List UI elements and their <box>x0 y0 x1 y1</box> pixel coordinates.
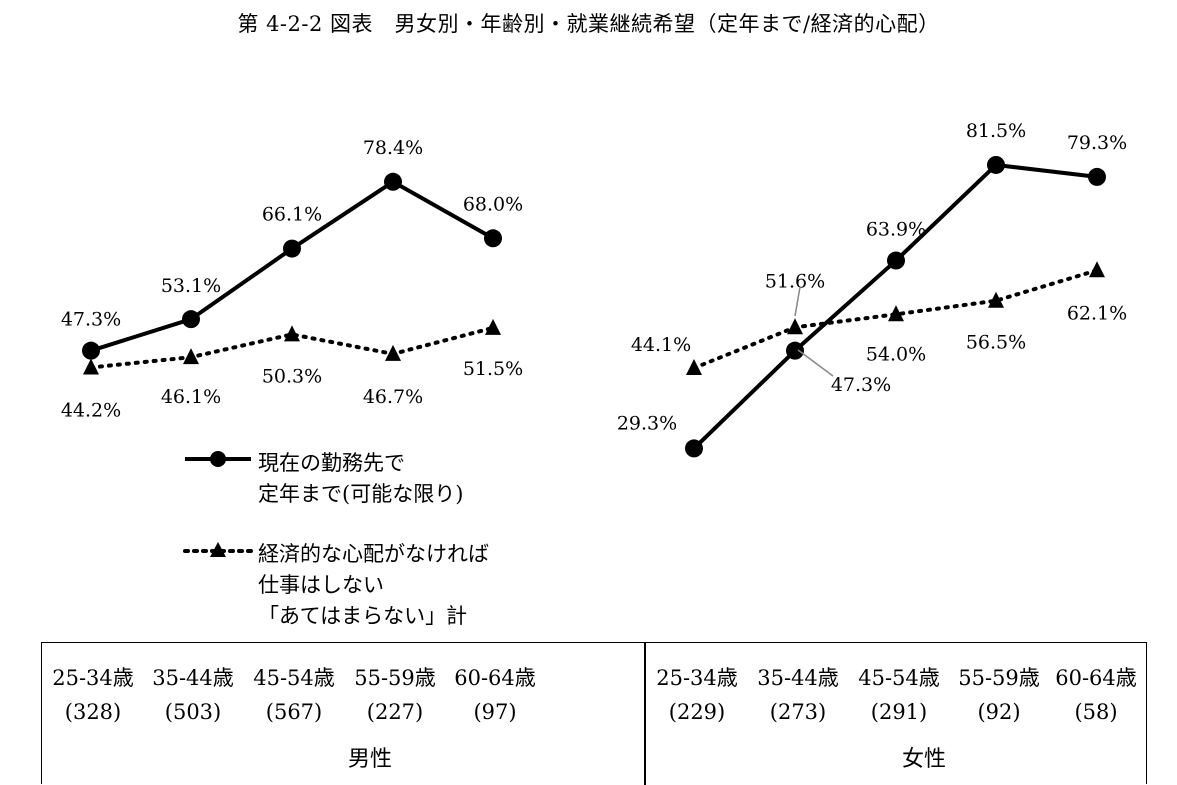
female-category-3: 55-59歳 (92) <box>948 661 1050 729</box>
male-category-0: 25-34歳 (328) <box>42 661 144 729</box>
label-leader-line <box>797 349 834 377</box>
data-label: 62.1% <box>1067 302 1127 324</box>
data-point-circle <box>283 239 301 258</box>
data-point-triangle <box>284 325 300 342</box>
category-age: 35-44歳 <box>152 666 234 690</box>
data-point-triangle <box>1089 261 1105 278</box>
data-label: 47.3% <box>831 374 891 396</box>
legend-series2-line2: 仕事はしない <box>258 573 384 597</box>
category-n: (291) <box>870 700 928 724</box>
data-point-triangle <box>888 305 904 322</box>
female-category-2: 45-54歳 (291) <box>848 661 950 729</box>
data-label: 66.1% <box>262 204 322 226</box>
data-point-triangle <box>485 318 501 335</box>
category-n: (273) <box>769 700 827 724</box>
data-label: 29.3% <box>617 412 677 434</box>
female-label: 女性 <box>901 747 946 772</box>
legend-marker-solid-circle <box>185 451 251 467</box>
data-label: 46.1% <box>161 386 221 408</box>
male-label: 男性 <box>347 747 392 772</box>
category-age: 55-59歳 <box>354 666 436 690</box>
category-n: (503) <box>164 700 222 724</box>
data-point-circle <box>82 341 100 360</box>
data-point-circle <box>1088 167 1106 186</box>
data-label: 50.3% <box>262 365 322 387</box>
male-category-4: 60-64歳 (97) <box>444 661 546 729</box>
category-age: 55-59歳 <box>958 666 1040 690</box>
series-line-male-dotted <box>89 325 495 370</box>
data-point-circle <box>887 251 905 270</box>
legend-series2-line1: 経済的な心配がなければ <box>258 542 489 566</box>
data-label: 78.4% <box>363 137 423 159</box>
female-category-4: 60-64歳 (58) <box>1045 661 1147 729</box>
data-label: 79.3% <box>1067 132 1127 154</box>
category-n: (58) <box>1074 700 1118 724</box>
line-chart: 47.3% 53.1% 66.1% 78.4% 68.0% 44.2% 46.1% 50.3%… <box>61 120 1127 458</box>
legend-marker-dotted-triangle <box>183 542 253 557</box>
data-label: 44.1% <box>631 334 691 356</box>
data-point-circle <box>182 310 200 329</box>
data-point-circle <box>484 229 502 248</box>
data-label: 47.3% <box>61 309 121 331</box>
label-leader-line <box>794 286 801 317</box>
male-category-3: 55-59歳 (227) <box>344 661 446 729</box>
category-age: 35-44歳 <box>757 666 839 690</box>
category-n: (229) <box>668 700 726 724</box>
legend-series2-line3: 「あてはまらない」計 <box>258 604 468 628</box>
male-category-1: 35-44歳 (503) <box>142 661 244 729</box>
category-table: 25-34歳 (328) 35-44歳 (503) 45-54歳 (567) 5… <box>41 642 1147 785</box>
data-label: 56.5% <box>966 332 1026 354</box>
data-label: 51.6% <box>765 270 825 292</box>
table-divider <box>644 643 646 785</box>
legend-item-series2: 経済的な心配がなければ 仕事はしない 「あてはまらない」計 <box>258 539 489 632</box>
category-n: (328) <box>64 700 122 724</box>
female-category-1: 35-44歳 (273) <box>747 661 849 729</box>
data-label: 54.0% <box>866 343 926 365</box>
data-label: 81.5% <box>966 120 1026 142</box>
category-age: 45-54歳 <box>858 666 940 690</box>
data-point-circle <box>786 341 804 360</box>
data-point-triangle <box>988 291 1004 308</box>
female-category-0: 25-34歳 (229) <box>646 661 748 729</box>
chart-title: 第 4-2-2 図表 男女別・年齢別・就業継続希望（定年まで/経済的心配） <box>237 12 940 36</box>
category-age: 60-64歳 <box>454 666 536 690</box>
category-n: (92) <box>977 700 1021 724</box>
male-category-2: 45-54歳 (567) <box>243 661 345 729</box>
data-point-triangle <box>83 358 99 375</box>
legend-series1-line1: 現在の勤務先で <box>258 451 405 475</box>
category-n: (97) <box>473 700 517 724</box>
category-n: (567) <box>265 700 323 724</box>
legend-series1-line2: 定年まで(可能な限り) <box>258 482 464 506</box>
category-age: 45-54歳 <box>253 666 335 690</box>
category-age: 25-34歳 <box>52 666 134 690</box>
data-point-circle <box>384 172 402 191</box>
data-point-triangle <box>385 344 401 361</box>
data-label: 44.2% <box>61 399 121 421</box>
category-age: 60-64歳 <box>1055 666 1137 690</box>
data-label: 51.5% <box>463 358 523 380</box>
data-point-circle <box>987 155 1005 174</box>
data-point-triangle <box>686 359 702 376</box>
category-age: 25-34歳 <box>656 666 738 690</box>
category-n: (227) <box>366 700 424 724</box>
data-label: 68.0% <box>463 193 523 215</box>
legend-item-series1: 現在の勤務先で 定年まで(可能な限り) <box>258 448 463 510</box>
data-point-triangle <box>787 318 803 335</box>
data-label: 46.7% <box>363 386 423 408</box>
data-point-circle <box>685 439 703 458</box>
data-label: 63.9% <box>866 219 926 241</box>
data-label: 53.1% <box>161 275 221 297</box>
data-point-triangle <box>183 348 199 365</box>
